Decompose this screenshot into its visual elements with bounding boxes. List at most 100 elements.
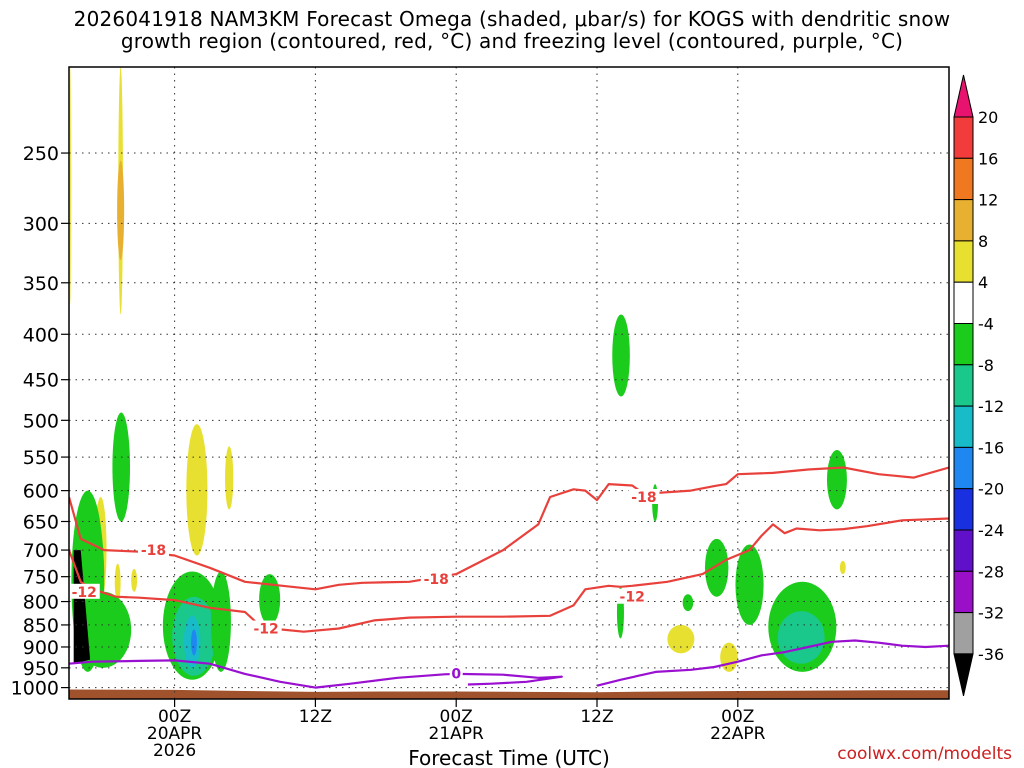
colorbar-cap-top (953, 74, 974, 118)
y-tick-label-500: 500 (23, 410, 59, 432)
colorbar-label-13: -36 (978, 645, 1004, 664)
colorbar-swatch-3 (953, 240, 974, 283)
y-tick-label-600: 600 (23, 481, 59, 503)
contour-label-1: -12 (72, 585, 97, 601)
colorbar-swatch-5 (953, 323, 974, 366)
y-tick-label-700: 700 (23, 540, 59, 562)
colorbar-label-12: -32 (978, 604, 1004, 623)
omega-region-28 (826, 449, 847, 510)
x-tick-label-0: 00Z (158, 707, 191, 727)
omega-region-29 (839, 560, 846, 575)
contour-label-bg-1 (68, 583, 100, 599)
y-tick-label-800: 800 (23, 592, 59, 614)
contour-label-bg-0 (137, 542, 169, 558)
colorbar-label-11: -28 (978, 562, 1004, 581)
omega-region-24 (735, 544, 764, 625)
omega-region-15 (191, 629, 197, 656)
colorbar-cap-bottom (953, 653, 974, 697)
omega-region-23 (704, 538, 729, 597)
omega-region-2 (70, 67, 72, 305)
x-tick-label-1: 12Z (299, 707, 332, 727)
x-tick-year-0: 2026 (153, 741, 196, 761)
colorbar-swatch-4 (953, 281, 974, 325)
x-tick-label-4: 00Z (721, 707, 754, 727)
isotherm-contour-1 (69, 517, 949, 633)
omega-region-16 (210, 571, 231, 672)
colorbar-label-0: 20 (978, 108, 998, 127)
contour-label-4: -18 (631, 490, 656, 506)
omega-region-21 (667, 624, 695, 654)
colorbar-label-6: -8 (978, 356, 994, 375)
colorbar-label-10: -24 (978, 521, 1004, 540)
omega-region-17 (259, 574, 281, 625)
colorbar-label-8: -16 (978, 438, 1004, 457)
contour-label-0: -18 (141, 543, 166, 559)
y-tick-label-950: 950 (23, 658, 59, 680)
isotherm-contour-0 (69, 466, 949, 591)
y-tick-label-1000: 1000 (11, 678, 59, 700)
colorbar-swatch-1 (953, 157, 974, 201)
contour-labels: -18 -12 -12 -18 -18 -12 0 (68, 489, 660, 682)
y-tick-label-450: 450 (23, 370, 59, 392)
contour-label-bg-5 (616, 588, 648, 604)
omega-region-strong (73, 550, 91, 664)
colorbar-label-5: -4 (978, 315, 994, 334)
below-ground (69, 689, 949, 699)
colorbar-swatch-2 (953, 199, 974, 242)
contour-label-5: -12 (620, 590, 645, 606)
contour-label-6: 0 (451, 666, 461, 682)
colorbar-label-7: -12 (978, 397, 1004, 416)
colorbar-label-4: 4 (978, 273, 988, 292)
chart-title-line-1: 2026041918 NAM3KM Forecast Omega (shaded… (73, 7, 951, 31)
colorbar-label-9: -20 (978, 480, 1004, 499)
contour-label-bg-3 (420, 571, 452, 587)
x-tick-date-2: 21APR (429, 724, 485, 744)
y-tick-label-300: 300 (23, 213, 59, 235)
colorbar-label-3: 8 (978, 232, 988, 251)
grid-lines (69, 67, 949, 699)
plot-frame (68, 66, 950, 700)
colorbar-swatch-0 (953, 116, 974, 159)
ground-surface (69, 689, 949, 699)
omega-region-25 (720, 642, 738, 672)
y-tick-label-350: 350 (23, 273, 59, 295)
x-tick-label-3: 12Z (580, 707, 613, 727)
temperature-contours (69, 466, 949, 689)
contour-label-bg-2 (250, 620, 282, 636)
y-tick-label-400: 400 (23, 324, 59, 346)
omega-region-18 (612, 314, 630, 397)
freezing-level-contour-1 (596, 639, 949, 687)
chart-title-line-2: growth region (contoured, red, °C) and f… (120, 29, 904, 53)
colorbar-legend: 20 16 12 8 4 -4 -8 -12 -16 -20 -24 -28 -32 -36 (953, 74, 1004, 697)
omega-region-27 (777, 611, 825, 664)
omega-region-1 (117, 160, 125, 261)
omega-region-3 (112, 412, 131, 522)
y-tick-label-650: 650 (23, 511, 59, 533)
colorbar-swatch-8 (953, 446, 974, 490)
freezing-level-contour-0 (69, 659, 563, 689)
y-tick-label-550: 550 (23, 447, 59, 469)
colorbar-label-2: 12 (978, 191, 998, 210)
contour-label-bg-6 (449, 665, 463, 681)
colorbar-swatch-10 (953, 529, 974, 572)
omega-region-6 (114, 563, 121, 602)
y-tick-label-750: 750 (23, 567, 59, 589)
y-tick-label-850: 850 (23, 615, 59, 637)
y-axis: 2503003504004505005506006507007508008509… (11, 143, 69, 700)
omega-region-22 (682, 594, 694, 612)
x-tick-label-2: 00Z (440, 707, 473, 727)
y-tick-label-900: 900 (23, 637, 59, 659)
contour-label-bg-4 (628, 489, 660, 505)
colorbar-label-1: 16 (978, 149, 998, 168)
x-axis-label: Forecast Time (UTC) (408, 746, 610, 768)
omega-region-8 (186, 424, 208, 556)
contour-label-3: -18 (424, 572, 449, 588)
colorbar-swatch-9 (953, 488, 974, 531)
contour-label-2: -12 (253, 622, 278, 638)
colorbar-swatch-11 (953, 570, 974, 614)
x-tick-date-4: 22APR (710, 724, 766, 744)
y-tick-label-250: 250 (23, 143, 59, 165)
omega-shading (70, 67, 847, 680)
